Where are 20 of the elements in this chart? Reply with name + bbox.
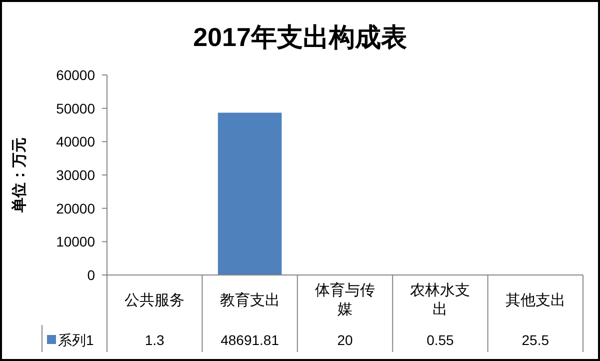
- y-tick-label: 10000: [56, 234, 96, 250]
- y-tick-label: 60000: [56, 67, 96, 83]
- data-label: 0.55: [426, 332, 454, 348]
- y-tick-label: 30000: [56, 167, 96, 183]
- data-label: 1.3: [144, 332, 165, 348]
- data-label: 20: [337, 332, 353, 348]
- data-label: 48691.81: [220, 332, 280, 348]
- title: 2017年支出构成表: [193, 22, 407, 52]
- x-tick-label: 其他支出: [505, 292, 566, 309]
- y-tick-label: 0: [87, 267, 96, 283]
- x-tick-label: 体育与传媒: [315, 282, 375, 318]
- y-tick-label: 20000: [56, 200, 96, 216]
- y-axis-title: 单位：万元: [11, 138, 28, 214]
- legend-label: 系列1: [58, 332, 94, 348]
- x-tick-label: 公共服务: [124, 292, 185, 309]
- data-label: 25.5: [522, 332, 550, 348]
- x-tick-label: 农林水支出: [410, 282, 470, 318]
- y-tick-label: 50000: [56, 100, 96, 116]
- x-tick-label: 教育支出: [220, 292, 280, 309]
- y-tick-label: 40000: [56, 134, 96, 150]
